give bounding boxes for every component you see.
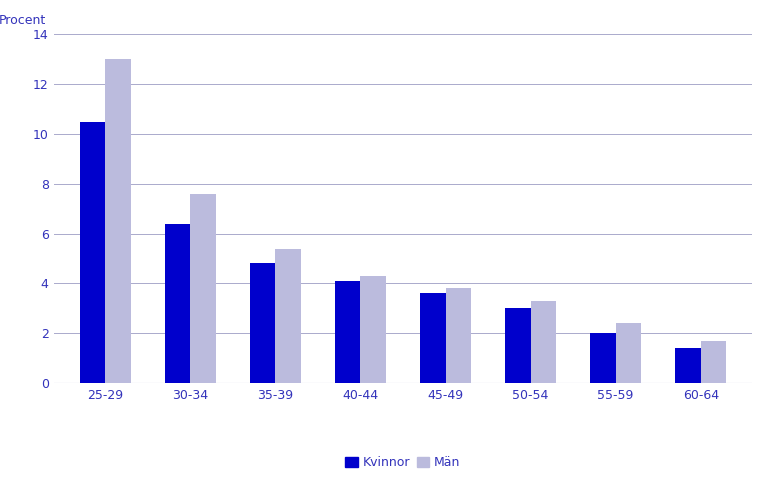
- Bar: [675, 348, 701, 383]
- Bar: [335, 281, 360, 383]
- Bar: [420, 293, 446, 383]
- Bar: [275, 248, 301, 383]
- Bar: [446, 288, 471, 383]
- Bar: [505, 308, 531, 383]
- Bar: [590, 333, 615, 383]
- Bar: [165, 223, 191, 383]
- Bar: [360, 276, 386, 383]
- Text: Procent: Procent: [0, 14, 46, 27]
- Bar: [701, 341, 726, 383]
- Bar: [80, 122, 105, 383]
- Bar: [531, 301, 556, 383]
- Bar: [615, 323, 641, 383]
- Bar: [191, 194, 216, 383]
- Bar: [250, 264, 275, 383]
- Bar: [105, 59, 131, 383]
- Legend: Kvinnor, Män: Kvinnor, Män: [340, 451, 466, 474]
